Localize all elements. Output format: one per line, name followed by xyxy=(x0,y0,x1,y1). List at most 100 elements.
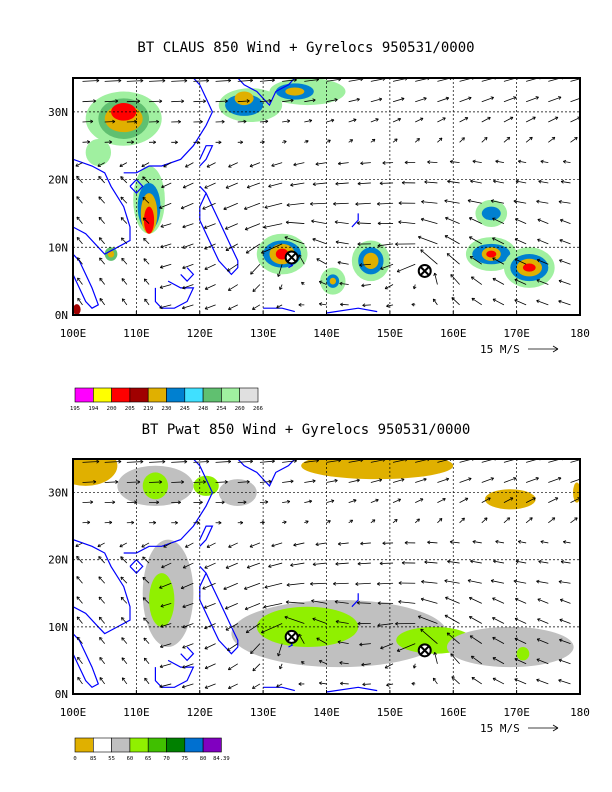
wind-vector xyxy=(467,200,482,204)
wind-vector-head xyxy=(96,78,100,83)
wind-vector-head xyxy=(206,459,210,464)
wind-vector xyxy=(459,117,469,123)
wind-vector-head xyxy=(298,682,302,686)
wind-vector-head xyxy=(584,76,587,79)
wind-vector xyxy=(558,581,571,584)
field-shading xyxy=(149,573,175,627)
wind-vector-head xyxy=(574,517,578,521)
wind-vector xyxy=(548,517,556,524)
wind-vector-head xyxy=(305,520,309,524)
wind-vector xyxy=(237,79,253,82)
wind-vector xyxy=(282,99,294,103)
wind-vector xyxy=(237,121,247,123)
wind-vector xyxy=(276,683,283,688)
wind-vector xyxy=(370,519,376,524)
wind-vector-head xyxy=(395,621,399,626)
wind-vector xyxy=(82,481,96,483)
wind-vector xyxy=(355,582,371,585)
colorbar-label: 245 xyxy=(180,406,190,412)
reference-vector-head xyxy=(552,724,559,732)
wind-vector-head xyxy=(398,581,402,585)
wind-vector xyxy=(181,582,194,589)
wind-vector-head xyxy=(312,182,316,186)
wind-vector-head xyxy=(536,579,540,584)
wind-vector-head xyxy=(423,477,427,482)
coastline xyxy=(180,267,195,282)
reference-vector-label: 15 M/S xyxy=(480,722,520,735)
colorbar-swatch xyxy=(184,387,204,403)
wind-vector-head xyxy=(76,196,80,200)
wind-vector-head xyxy=(228,306,232,311)
wind-vector-head xyxy=(284,236,288,240)
wind-vector-head xyxy=(318,681,323,686)
wind-vector-head xyxy=(401,560,405,565)
wind-vector-head xyxy=(184,459,188,464)
wind-vector xyxy=(538,560,549,564)
wind-vector xyxy=(444,614,460,624)
wind-vector xyxy=(362,683,371,685)
wind-vector xyxy=(247,182,261,188)
wind-vector xyxy=(570,517,578,524)
wind-vector xyxy=(434,652,438,664)
gyre-location-marker xyxy=(284,250,299,265)
wind-vector-head xyxy=(156,500,160,505)
wind-vector-head xyxy=(264,205,268,209)
wind-vector xyxy=(424,181,438,184)
wind-vector-head xyxy=(378,478,383,483)
wind-vector xyxy=(348,139,353,143)
wind-vector-head xyxy=(445,96,450,101)
wind-vector-head xyxy=(98,196,102,200)
wind-vector xyxy=(459,497,469,503)
wind-vector-head xyxy=(445,596,449,601)
wind-vector xyxy=(312,238,327,245)
wind-vector-head xyxy=(90,500,94,505)
wind-vector xyxy=(392,118,401,123)
wind-vector-head xyxy=(228,685,232,690)
wind-vector-head xyxy=(514,678,518,682)
wind-vector xyxy=(334,221,349,224)
wind-vector xyxy=(160,643,172,648)
wind-vector-head xyxy=(285,220,289,225)
wind-vector xyxy=(471,655,483,665)
wind-vector-head xyxy=(142,217,147,221)
wind-vector xyxy=(558,300,571,306)
wind-vector-head xyxy=(423,97,427,101)
wind-vector-head xyxy=(204,266,208,271)
wind-vector-head xyxy=(447,179,451,184)
wind-vector xyxy=(98,556,105,564)
wind-vector-head xyxy=(312,562,316,567)
wind-vector-head xyxy=(353,118,357,122)
wind-vector xyxy=(348,459,364,463)
wind-vector-head xyxy=(468,616,473,620)
wind-vector xyxy=(437,478,449,483)
wind-vector-head xyxy=(514,218,519,222)
wind-vector-head xyxy=(225,627,229,631)
wind-vector-head xyxy=(76,236,81,241)
wind-vector xyxy=(249,162,261,167)
wind-vector-head xyxy=(249,163,254,168)
wind-vector-head xyxy=(490,579,495,583)
wind-vector-head xyxy=(144,298,148,303)
wind-vector-head xyxy=(442,117,446,121)
wind-vector-head xyxy=(327,139,331,143)
wind-vector xyxy=(244,582,261,590)
wind-vector-head xyxy=(517,159,522,164)
wind-vector xyxy=(493,180,505,184)
lat-label: 10N xyxy=(48,621,68,634)
wind-vector xyxy=(377,623,394,626)
wind-vector xyxy=(77,297,83,306)
wind-vector xyxy=(171,100,184,103)
colorbar-label: 266 xyxy=(253,406,263,412)
wind-vector xyxy=(337,261,349,265)
wind-vector-head xyxy=(226,647,231,651)
wind-vector-head xyxy=(203,225,208,229)
wind-vector-head xyxy=(76,576,80,580)
gyre-location-marker xyxy=(417,643,432,658)
wind-vector xyxy=(142,576,150,584)
lon-label: 120E xyxy=(187,706,214,719)
lon-label: 170E xyxy=(503,327,530,340)
wind-vector-head xyxy=(245,250,250,254)
wind-vector-head xyxy=(377,623,381,628)
wind-vector-head xyxy=(515,179,519,184)
wind-vector-head xyxy=(334,600,338,604)
